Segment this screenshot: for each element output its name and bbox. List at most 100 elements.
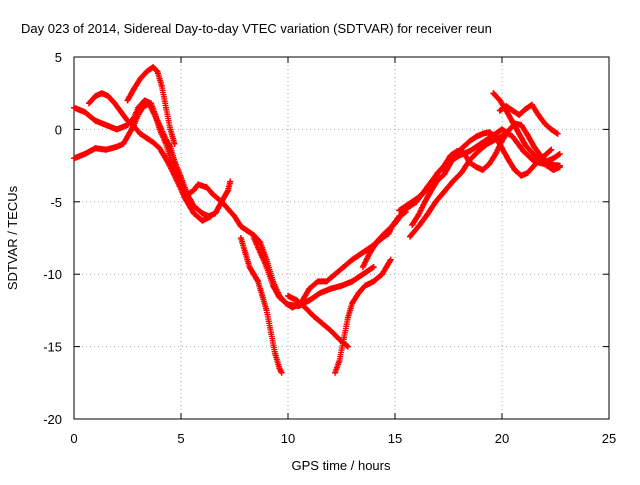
series-12	[490, 90, 555, 163]
data-point	[263, 263, 270, 270]
data-point	[548, 146, 555, 153]
data-point	[550, 166, 557, 173]
data-point	[379, 271, 386, 278]
data-point	[118, 109, 125, 116]
data-point	[71, 155, 77, 162]
data-point	[246, 263, 253, 270]
data-point	[509, 107, 516, 114]
data-point	[499, 145, 505, 152]
data-point	[278, 369, 285, 376]
data-point	[499, 126, 505, 133]
data-point	[267, 329, 274, 336]
data-point	[103, 122, 110, 129]
data-point	[492, 136, 499, 143]
data-point	[454, 149, 461, 156]
data-point	[543, 162, 550, 169]
data-point	[319, 320, 326, 327]
data-point	[389, 221, 396, 228]
data-point	[370, 278, 377, 285]
data-point	[366, 250, 373, 257]
data-point	[550, 155, 557, 162]
data-point	[98, 90, 105, 97]
data-point	[120, 140, 127, 147]
series-10	[409, 129, 563, 228]
data-point	[237, 235, 244, 241]
data-point	[466, 148, 473, 155]
data-point	[434, 177, 441, 184]
data-point	[556, 151, 563, 158]
data-point	[524, 132, 531, 139]
data-point	[207, 213, 214, 220]
data-point	[505, 156, 512, 163]
y-tick-label-4: 0	[55, 122, 62, 137]
data-point	[231, 213, 238, 220]
data-point	[255, 278, 262, 285]
data-point	[210, 191, 217, 198]
series-8	[359, 208, 409, 270]
data-point	[242, 249, 249, 256]
data-point	[336, 358, 343, 365]
data-point	[135, 111, 142, 118]
grid-lines	[74, 57, 609, 419]
data-point	[259, 292, 266, 299]
data-point	[190, 210, 197, 217]
data-point	[139, 104, 146, 111]
data-point	[486, 161, 493, 168]
data-point	[516, 130, 523, 137]
data-point	[531, 162, 538, 169]
series-6	[285, 292, 351, 350]
data-point	[516, 111, 523, 118]
data-point	[111, 100, 118, 107]
data-point	[548, 126, 555, 133]
data-point	[509, 119, 516, 126]
data-point	[171, 158, 178, 165]
data-point	[396, 207, 403, 214]
data-point	[475, 148, 482, 155]
data-point	[541, 152, 548, 159]
data-point	[212, 210, 219, 217]
data-point	[150, 64, 157, 71]
data-point	[250, 271, 257, 278]
data-point	[225, 187, 232, 194]
data-point	[199, 217, 206, 224]
data-point	[466, 156, 473, 163]
data-point	[165, 159, 172, 166]
data-point	[479, 166, 486, 173]
data-point	[310, 313, 317, 320]
data-point	[81, 151, 88, 158]
data-point	[156, 122, 163, 129]
y-tick-label-1: -15	[43, 340, 62, 355]
data-point	[173, 177, 180, 184]
data-point	[158, 82, 165, 89]
data-point	[113, 126, 120, 133]
data-point	[150, 109, 157, 116]
data-point	[496, 97, 503, 104]
data-point	[428, 187, 435, 194]
data-point	[396, 213, 403, 220]
data-point	[124, 117, 131, 124]
data-point	[171, 140, 178, 147]
data-point	[167, 126, 174, 133]
data-point	[359, 249, 366, 256]
data-point	[421, 188, 428, 195]
data-point	[447, 159, 454, 166]
data-point	[237, 223, 244, 230]
data-point	[150, 139, 157, 146]
data-point	[404, 201, 411, 208]
data-point	[503, 103, 510, 110]
y-tick-label-2: -10	[43, 267, 62, 282]
data-point	[105, 93, 112, 100]
data-point	[340, 263, 347, 270]
data-point	[449, 178, 456, 185]
data-point	[511, 166, 518, 173]
series-3	[124, 64, 178, 147]
data-point	[137, 75, 144, 82]
data-point	[524, 169, 531, 176]
data-point	[276, 365, 283, 372]
data-point	[293, 297, 300, 304]
x-tick-label-2: 10	[281, 431, 295, 446]
data-point	[359, 263, 366, 270]
x-tick-label-3: 15	[388, 431, 402, 446]
x-tick-label-4: 20	[495, 431, 509, 446]
